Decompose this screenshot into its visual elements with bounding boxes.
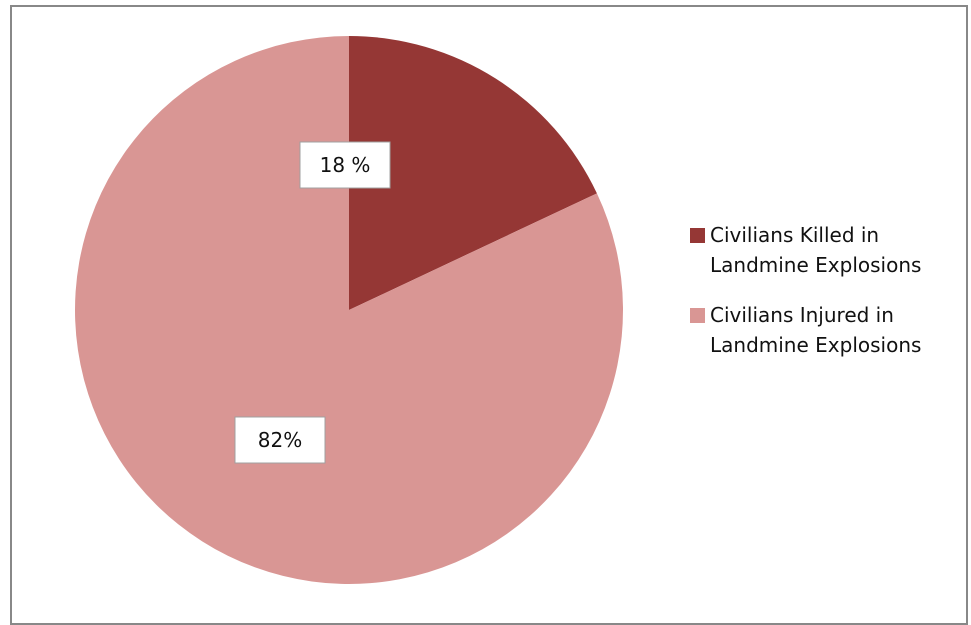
legend-swatch-killed [690,228,705,243]
data-label-text-0: 18 % [320,153,371,177]
pie-slice-0 [349,36,597,310]
legend-label-injured-line1: Civilians Injured in [710,303,894,327]
pie-slice-1 [74,36,623,585]
legend-item-killed: Civilians Killed in Landmine Explosions [690,220,960,280]
pie-data-labels: 18 % 82% [234,141,391,464]
data-label-1: 82% [234,416,326,464]
legend-label-injured-line2: Landmine Explosions [710,333,922,357]
data-label-box-0 [299,141,391,189]
data-label-box-1 [234,416,326,464]
legend-swatch-injured [690,308,705,323]
data-label-text-1: 82% [258,428,302,452]
legend: Civilians Killed in Landmine Explosions … [690,220,960,380]
legend-item-injured: Civilians Injured in Landmine Explosions [690,300,960,360]
pie-chart: 18 % 82% [74,36,623,585]
legend-label-killed-line2: Landmine Explosions [710,253,922,277]
data-label-0: 18 % [299,141,391,189]
pie-slices [74,36,623,585]
legend-label-killed-line1: Civilians Killed in [710,223,880,247]
